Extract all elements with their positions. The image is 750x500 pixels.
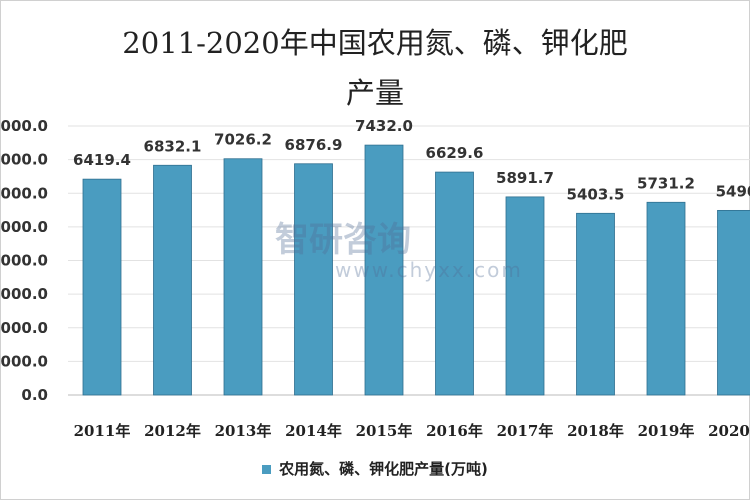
- data-label: 6832.1: [144, 137, 202, 155]
- data-label: 5403.5: [567, 185, 625, 203]
- x-tick-label: 2015年: [356, 422, 413, 440]
- bar: [576, 212, 615, 396]
- y-tick-label: 4000.0: [0, 252, 48, 270]
- x-tick-label: 2012年: [144, 422, 201, 440]
- data-label: 6629.6: [426, 144, 484, 162]
- x-tick-label: 2019年: [638, 422, 695, 440]
- y-tick-label: 8000.0: [0, 117, 48, 135]
- y-tick-label: 2000.0: [0, 319, 48, 337]
- data-label: 6876.9: [285, 136, 343, 154]
- y-tick-label: 5000.0: [0, 218, 48, 236]
- y-tick-label: 0.0: [21, 386, 48, 404]
- data-label: 6419.4: [73, 151, 131, 169]
- bar: [717, 209, 750, 396]
- legend: 农用氮、磷、钾化肥产量(万吨): [0, 458, 750, 479]
- legend-label: 农用氮、磷、钾化肥产量(万吨): [279, 460, 488, 478]
- y-tick-label: 3000.0: [0, 285, 48, 303]
- title-line-2: 产量: [345, 76, 404, 110]
- data-label: 7026.2: [214, 131, 272, 149]
- bar: [82, 178, 122, 396]
- bar: [505, 196, 545, 396]
- bar: [646, 201, 686, 396]
- y-tick-label: 7000.0: [0, 151, 48, 169]
- watermark-logo: 智研咨询: [275, 220, 411, 260]
- bar: [294, 163, 333, 396]
- x-tick-label: 2013年: [215, 422, 272, 440]
- watermark-url: www.chyxx.com: [335, 258, 523, 282]
- x-tick-label: 2014年: [285, 422, 342, 440]
- chart-title: 2011-2020年中国农用氮、磷、钾化肥 产量: [0, 18, 750, 118]
- x-tick-label: 2018年: [567, 422, 624, 440]
- x-tick-label: 2017年: [497, 422, 554, 440]
- y-tick-label: 6000.0: [0, 184, 48, 202]
- bar: [435, 171, 474, 396]
- bar: [223, 158, 263, 396]
- x-tick-label: 2020年: [708, 422, 750, 440]
- bar: [364, 144, 404, 396]
- data-label: 5490: [716, 182, 750, 200]
- x-tick-label: 2011年: [74, 422, 131, 440]
- y-tick-label: 1000.0: [0, 352, 48, 370]
- legend-swatch: [262, 465, 272, 474]
- data-label: 5731.2: [637, 174, 695, 192]
- bar: [153, 164, 192, 396]
- data-label: 5891.7: [496, 169, 554, 187]
- x-tick-label: 2016年: [426, 422, 483, 440]
- data-label: 7432.0: [355, 117, 413, 135]
- title-line-1: 2011-2020年中国农用氮、磷、钾化肥: [122, 26, 628, 60]
